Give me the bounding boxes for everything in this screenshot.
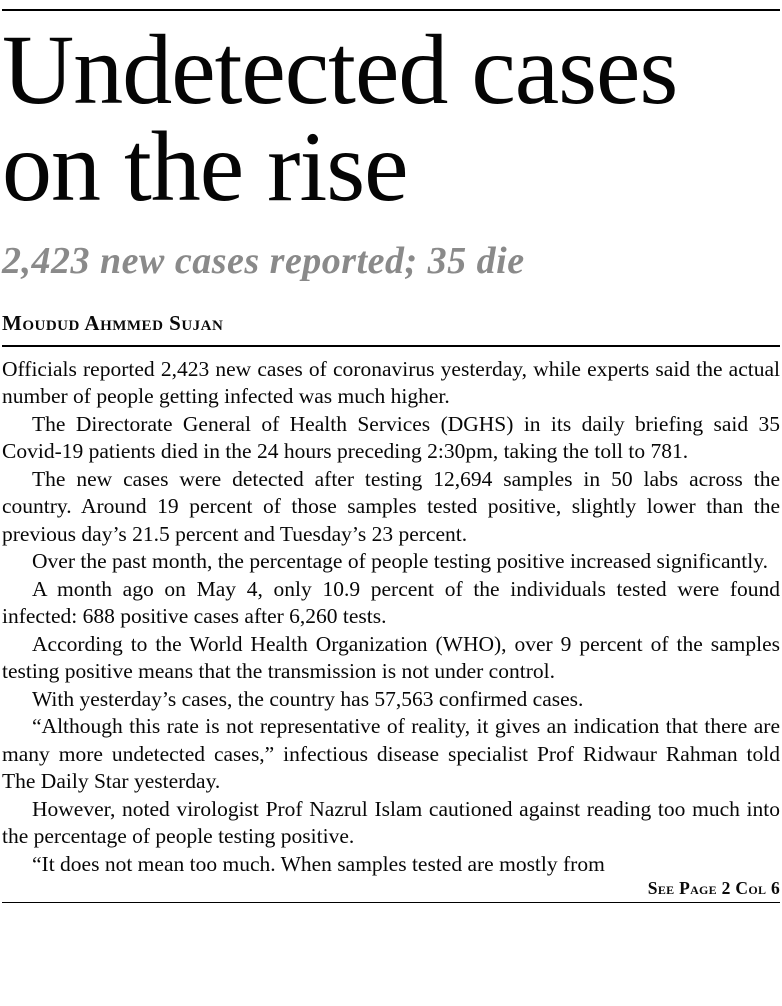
page-spacer [2, 903, 780, 1006]
article-paragraph: The Directorate General of Health Servic… [2, 411, 780, 464]
article-paragraph: However, noted virologist Prof Nazrul Is… [2, 796, 780, 849]
article-subheadline: 2,423 new cases reported; 35 die [2, 240, 525, 282]
top-rule [2, 9, 780, 11]
article-paragraph: “Although this rate is not representativ… [2, 714, 780, 794]
article-paragraph: A month ago on May 4, only 10.9 percent … [2, 576, 780, 629]
article-paragraph: Over the past month, the percentage of p… [32, 549, 768, 574]
continuation-note: See Page 2 Col 6 [647, 878, 780, 899]
article-byline: Moudud Ahmmed Sujan [2, 310, 224, 335]
article-body: Officials reported 2,423 new cases of co… [2, 356, 780, 879]
article-paragraph: Officials reported 2,423 new cases of co… [2, 356, 780, 409]
byline-rule [2, 344, 780, 347]
article-paragraph: With yesterday’s cases, the country has … [32, 686, 584, 711]
article-paragraph: The new cases were detected after testin… [2, 466, 780, 546]
article-paragraph: “It does not mean too much. When samples… [32, 851, 605, 876]
article-headline: Undetected cases on the rise [2, 14, 678, 222]
bottom-rule [2, 902, 780, 904]
article-paragraph: According to the World Health Organizati… [2, 631, 780, 684]
